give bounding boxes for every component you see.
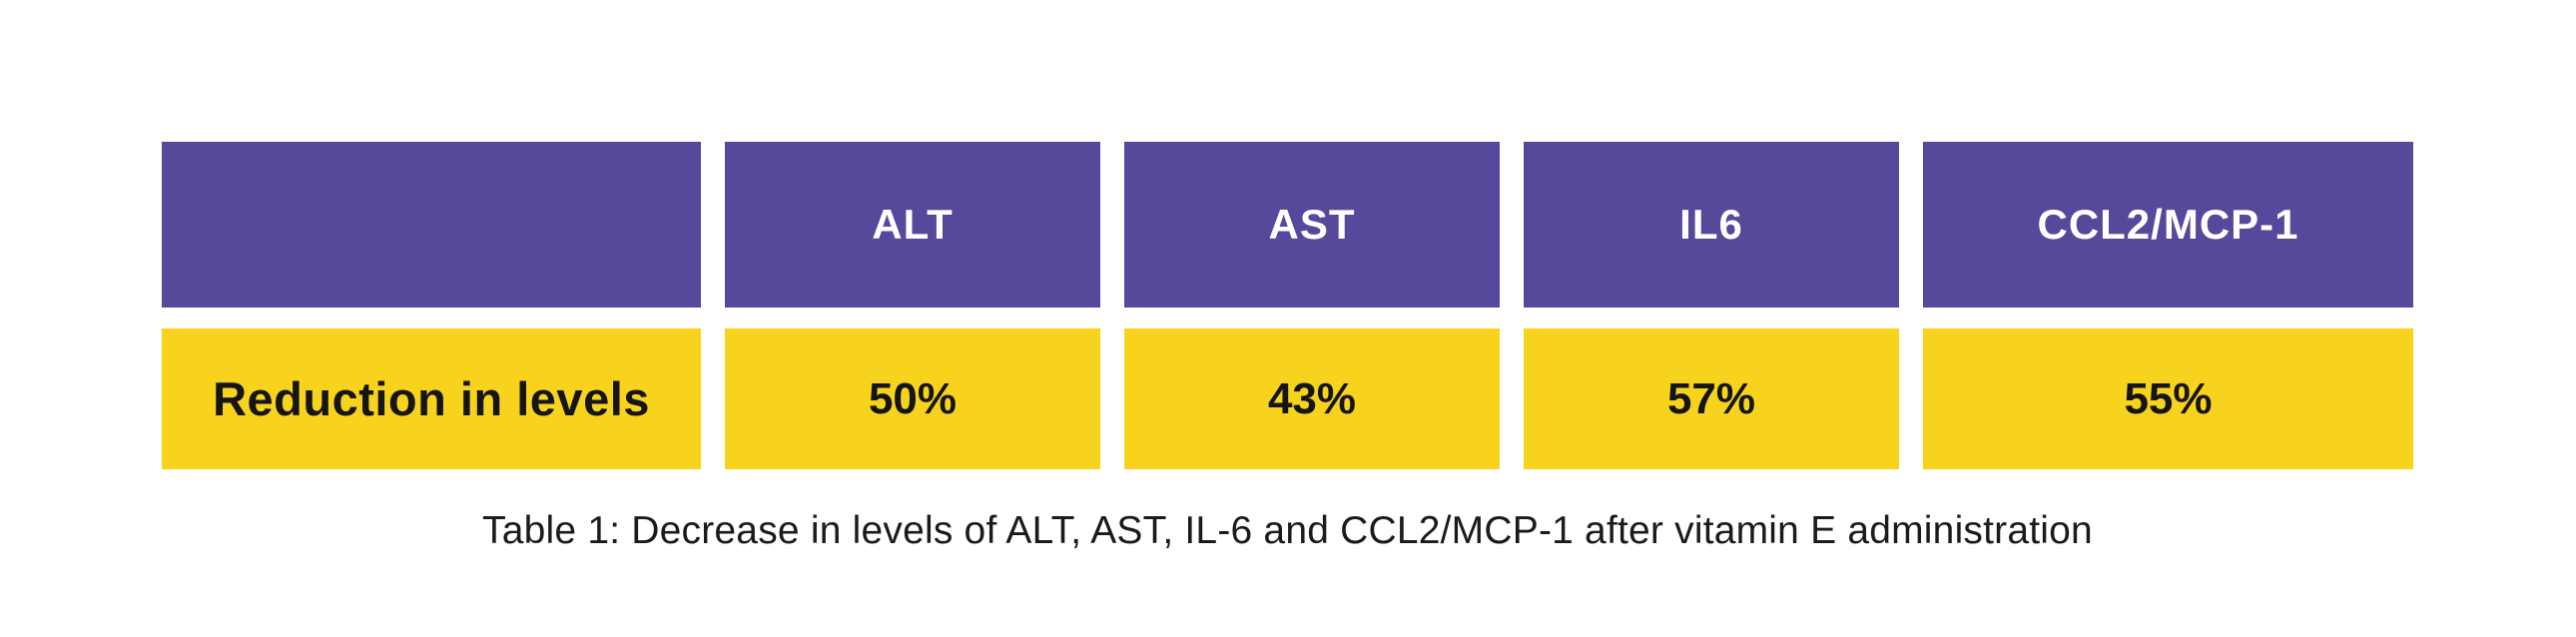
header-cell-empty [162,142,701,308]
row-label-reduction-in-levels: Reduction in levels [162,328,701,469]
table-caption: Table 1: Decrease in levels of ALT, AST,… [482,509,2093,552]
value-cell-ccl2-mcp1: 55% [1923,328,2413,469]
value-cell-ast: 43% [1124,328,1500,469]
value-cell-alt: 50% [725,328,1100,469]
header-cell-alt: ALT [725,142,1100,308]
header-cell-il6: IL6 [1524,142,1899,308]
value-cell-il6: 57% [1524,328,1899,469]
table-grid: ALT AST IL6 CCL2/MCP-1 Reduction in leve… [162,142,2413,469]
header-cell-ccl2-mcp1: CCL2/MCP-1 [1923,142,2413,308]
header-cell-ast: AST [1124,142,1500,308]
data-table: ALT AST IL6 CCL2/MCP-1 Reduction in leve… [162,142,2413,553]
